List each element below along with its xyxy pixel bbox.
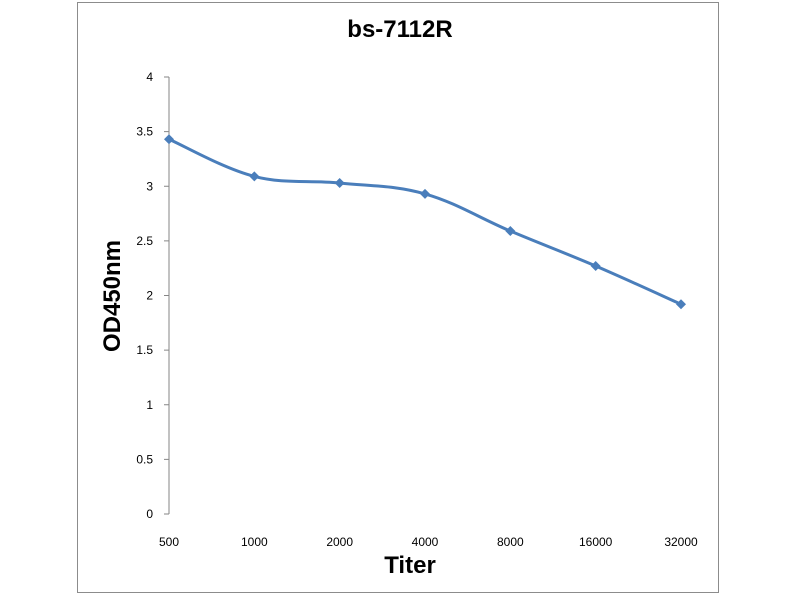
x-tick-label: 16000: [579, 535, 613, 549]
y-tick-label: 1.5: [136, 343, 153, 357]
chart-frame: [77, 2, 719, 593]
data-point-marker: [505, 226, 516, 237]
y-tick-label: 0.5: [136, 452, 153, 466]
data-point-marker: [420, 188, 430, 199]
x-tick-label: 8000: [497, 535, 524, 549]
y-tick-label: 0: [146, 507, 153, 521]
x-axis-label: Titer: [384, 552, 436, 579]
y-tick-label: 3.5: [136, 125, 153, 139]
x-axis-ticks: 500 1000 2000 4000 8000 16000 32000: [159, 535, 698, 549]
x-tick-label: 500: [159, 535, 179, 549]
data-point-marker: [249, 171, 260, 182]
x-tick-label: 1000: [241, 535, 268, 549]
series-markers: [164, 134, 686, 310]
y-tick-label: 1: [146, 398, 153, 412]
x-tick-label: 32000: [664, 535, 698, 549]
y-axis-ticks: 0 0.5 1 1.5 2 2.5 3 3.5 4: [136, 70, 169, 521]
data-point-marker: [334, 177, 345, 188]
data-point-marker: [676, 299, 686, 310]
chart-title: bs-7112R: [347, 16, 453, 43]
y-tick-label: 2: [146, 289, 153, 303]
data-point-marker: [164, 134, 174, 145]
y-tick-label: 4: [146, 70, 153, 84]
x-tick-label: 2000: [326, 535, 353, 549]
y-tick-label: 3: [146, 179, 153, 193]
y-axis-label: OD450nm: [99, 239, 126, 353]
y-tick-label: 2.5: [136, 234, 153, 248]
data-point-marker: [590, 261, 601, 272]
x-tick-label: 4000: [412, 535, 439, 549]
series-line: [168, 137, 682, 306]
